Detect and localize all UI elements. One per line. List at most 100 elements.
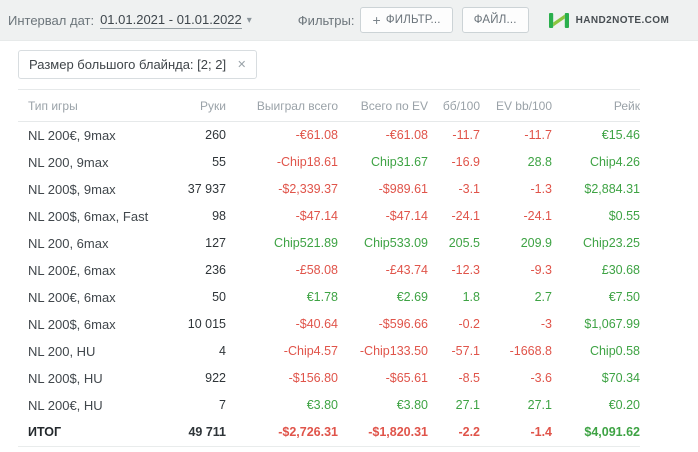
- close-icon[interactable]: ✕: [237, 59, 247, 71]
- cell-bb100: -12.3: [451, 263, 481, 277]
- cell-total-ev: Chip533.09: [364, 236, 428, 250]
- col-header-bb100[interactable]: бб/100: [428, 89, 480, 122]
- cell-hands: 37 937: [187, 182, 226, 196]
- cell-hands: 49 711: [168, 419, 226, 447]
- cell-total-ev: -£43.74: [385, 263, 428, 277]
- add-filter-button[interactable]: + ФИЛЬТР...: [360, 7, 453, 33]
- table-row[interactable]: NL 200$, HU 922 -$156.80 -$65.61 -8.5 -3.6 $70…: [18, 365, 640, 392]
- cell-bb100: 1.8: [462, 290, 480, 304]
- table-row[interactable]: NL 200$, 6max, Fast 98 -$47.14 -$47.14 -24.1…: [18, 203, 640, 230]
- cell-game-type: NL 200€, 9max: [28, 128, 116, 143]
- cell-won-total: Chip521.89: [274, 236, 338, 250]
- col-header-rake[interactable]: Рейк: [552, 89, 640, 122]
- cell-bb100: -16.9: [451, 155, 481, 169]
- cell-game-type: NL 200, 6max: [28, 236, 109, 251]
- cell-won-total: -$47.14: [295, 209, 338, 223]
- cell-rake: Chip0.58: [589, 344, 640, 358]
- cell-ev-bb100: -3.6: [530, 371, 552, 385]
- cell-ev-bb100: -1.3: [530, 182, 552, 196]
- cell-rake: Chip23.25: [583, 236, 640, 250]
- cell-game-type: NL 200€, 6max: [28, 290, 116, 305]
- cell-bb100: 205.5: [448, 236, 480, 250]
- results-table: Тип игры Руки Выиграл всего Всего по EV …: [18, 89, 640, 447]
- table-row[interactable]: NL 200, 6max 127 Chip521.89 Chip533.09 205.5…: [18, 230, 640, 257]
- cell-hands: 127: [205, 236, 226, 250]
- cell-rake: $2,884.31: [584, 182, 640, 196]
- cell-total-ev: -$596.66: [378, 317, 428, 331]
- cell-ev-bb100: -11.7: [524, 128, 552, 142]
- table-row[interactable]: NL 200€, 6max 50 €1.78 €2.69 1.8 2.7 €7.50: [18, 284, 640, 311]
- cell-rake: €7.50: [608, 290, 640, 304]
- plus-icon: +: [372, 12, 381, 28]
- cell-won-total: -Chip4.57: [283, 344, 338, 358]
- table-row[interactable]: NL 200£, 6max 236 -£58.08 -£43.74 -12.3 -9.3 £…: [18, 257, 640, 284]
- cell-hands: 260: [205, 128, 226, 142]
- cell-hands: 10 015: [187, 317, 226, 331]
- cell-game-type: NL 200$, 6max: [28, 317, 116, 332]
- cell-game-type: NL 200, HU: [28, 344, 96, 359]
- total-row[interactable]: ИТОГ 49 711 -$2,726.31 -$1,820.31 -2.2 -1.4 $4…: [18, 419, 640, 447]
- cell-rake: €0.20: [608, 398, 640, 412]
- add-filter-button-label: ФИЛЬТР...: [385, 14, 441, 26]
- cell-bb100: -8.5: [458, 371, 480, 385]
- col-header-total-ev[interactable]: Всего по EV: [338, 89, 428, 122]
- active-filters-row: Размер большого блайнда: [2; 2] ✕: [0, 41, 698, 89]
- col-header-ev-bb100[interactable]: EV bb/100: [480, 89, 552, 122]
- cell-rake: $70.34: [601, 371, 640, 385]
- cell-won-total: -$2,339.37: [278, 182, 338, 196]
- cell-total-ev: Chip31.67: [371, 155, 428, 169]
- date-interval-label: Интервал дат:: [8, 12, 95, 28]
- cell-game-type: NL 200€, HU: [28, 398, 103, 413]
- cell-won-total: €3.80: [306, 398, 338, 412]
- col-header-won-total[interactable]: Выиграл всего: [226, 89, 338, 122]
- cell-bb100: -11.7: [452, 128, 480, 142]
- cell-total-ev: -$989.61: [378, 182, 428, 196]
- cell-rake: $0.55: [608, 209, 640, 223]
- cell-bb100: -3.1: [458, 182, 480, 196]
- results-table-container: Тип игры Руки Выиграл всего Всего по EV …: [0, 89, 698, 447]
- results-table-body: NL 200€, 9max 260 -€61.08 -€61.08 -11.7 -11.7…: [18, 122, 640, 447]
- cell-hands: 922: [205, 371, 226, 385]
- cell-game-type: NL 200$, 6max, Fast: [28, 209, 149, 224]
- filters-label: Фильтры:: [297, 12, 355, 28]
- table-row[interactable]: NL 200$, 6max 10 015 -$40.64 -$596.66 -0.2 -3…: [18, 311, 640, 338]
- brand-text: HAND2NOTE.COM: [575, 14, 670, 26]
- table-row[interactable]: NL 200, HU 4 -Chip4.57 -Chip133.50 -57.1 -166…: [18, 338, 640, 365]
- cell-game-type: NL 200, 9max: [28, 155, 109, 170]
- cell-bb100: -24.1: [451, 209, 481, 223]
- filter-chip-big-blind-size[interactable]: Размер большого блайнда: [2; 2] ✕: [18, 50, 258, 79]
- cell-ev-bb100: 2.7: [534, 290, 552, 304]
- file-button-label: ФАЙЛ...: [473, 14, 517, 26]
- cell-ev-bb100: 28.8: [527, 155, 552, 169]
- chevron-down-icon: ▾: [246, 14, 252, 26]
- cell-won-total: -Chip18.61: [276, 155, 338, 169]
- date-interval-selector[interactable]: 01.01.2021 - 01.01.2022 ▾: [100, 12, 252, 29]
- cell-hands: 236: [205, 263, 226, 277]
- cell-won-total: -£58.08: [295, 263, 338, 277]
- cell-ev-bb100: 209.9: [520, 236, 552, 250]
- cell-game-type: NL 200£, 6max: [28, 263, 116, 278]
- cell-total-ev: -$65.61: [385, 371, 428, 385]
- cell-rake: Chip4.26: [589, 155, 640, 169]
- table-row[interactable]: NL 200€, HU 7 €3.80 €3.80 27.1 27.1 €0.20: [18, 392, 640, 419]
- file-button[interactable]: ФАЙЛ...: [461, 7, 529, 33]
- cell-game-type: NL 200$, HU: [28, 371, 103, 386]
- table-row[interactable]: NL 200€, 9max 260 -€61.08 -€61.08 -11.7 -11.7…: [18, 122, 640, 150]
- cell-total-ev: -$1,820.31: [338, 419, 428, 447]
- col-header-hands[interactable]: Руки: [168, 89, 226, 122]
- cell-rake: $1,067.99: [584, 317, 640, 331]
- cell-bb100: -0.2: [458, 317, 480, 331]
- cell-bb100: 27.1: [455, 398, 480, 412]
- cell-hands: 50: [212, 290, 226, 304]
- table-header-row: Тип игры Руки Выиграл всего Всего по EV …: [18, 89, 640, 122]
- table-row[interactable]: NL 200, 9max 55 -Chip18.61 Chip31.67 -16.9 28…: [18, 149, 640, 176]
- cell-hands: 55: [212, 155, 226, 169]
- cell-hands: 98: [212, 209, 226, 223]
- table-row[interactable]: NL 200$, 9max 37 937 -$2,339.37 -$989.61 -3.…: [18, 176, 640, 203]
- cell-won-total: -$156.80: [288, 371, 338, 385]
- col-header-game-type[interactable]: Тип игры: [18, 89, 168, 122]
- cell-rake: £30.68: [601, 263, 640, 277]
- cell-hands: 7: [219, 398, 226, 412]
- cell-hands: 4: [219, 344, 226, 358]
- hand2note-brand: HAND2NOTE.COM: [548, 12, 670, 29]
